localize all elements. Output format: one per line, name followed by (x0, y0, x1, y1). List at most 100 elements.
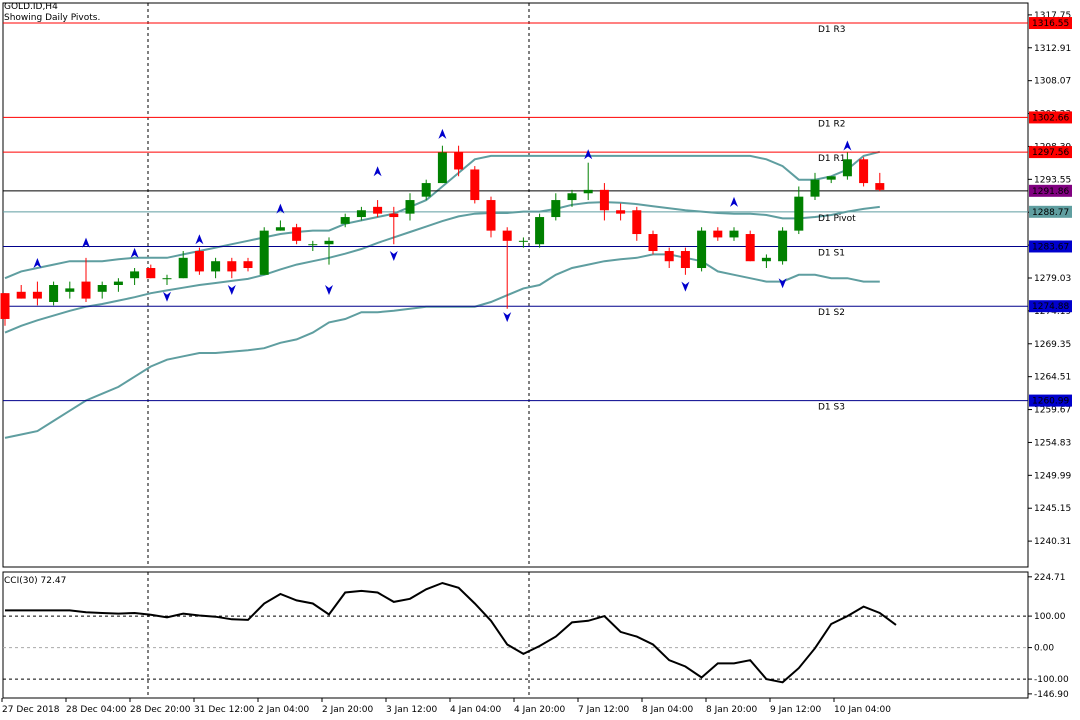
candle-body (551, 200, 561, 218)
time-tick-label: 7 Jan 12:00 (578, 705, 630, 715)
candle-body (875, 183, 885, 190)
time-tick-label: 2 Jan 04:00 (258, 705, 310, 715)
candle-body (356, 210, 366, 218)
price-tick-label: 1254.83 (1034, 438, 1071, 448)
time-tick-label: 8 Jan 20:00 (706, 705, 758, 715)
time-axis: 27 Dec 2018 28 Dec 04:00 28 Dec 20:00 31 De… (1, 698, 891, 715)
candle-body (389, 213, 399, 218)
candle-body (680, 251, 690, 269)
pivot-label: D1 S3 (818, 403, 845, 413)
candle-body (859, 159, 869, 184)
time-tick-label: 4 Jan 04:00 (450, 705, 502, 715)
time-tick-label: 9 Jan 12:00 (770, 705, 822, 715)
candle-body (761, 257, 771, 262)
cci-tick-label: 0.00 (1034, 644, 1054, 654)
cci-tick-label: 224.71 (1034, 573, 1066, 583)
chart-symbol-title: GOLD.ID,H4 (4, 2, 58, 12)
candle-body (567, 193, 577, 201)
candle-body (826, 176, 836, 180)
candle-body (421, 183, 431, 197)
time-tick-label: 8 Jan 04:00 (642, 705, 694, 715)
fractal-down-icon (325, 285, 333, 295)
candle-body (664, 251, 674, 262)
price-tick-label: 1259.67 (1034, 406, 1071, 416)
fractal-down-icon (778, 278, 787, 289)
candle-body (178, 257, 188, 279)
cci-tick-label: 100.00 (1034, 612, 1066, 622)
candle-body (518, 240, 528, 242)
time-tick-label: 27 Dec 2018 (2, 705, 60, 715)
pivot-price-tag (1029, 146, 1072, 159)
pivot-price-tag (1029, 300, 1072, 313)
candle-body (292, 227, 302, 241)
cci-line (5, 581, 897, 684)
pivot-price-tag-label: 1316.55 (1032, 19, 1069, 29)
fractal-up-icon (276, 203, 285, 214)
candle-body (632, 210, 642, 235)
fractal-down-icon (227, 285, 236, 295)
chart-frame (2, 2, 1029, 699)
cci-tick-label: -146.90 (1034, 690, 1069, 700)
candle-body (0, 293, 10, 319)
candle-body (729, 230, 739, 238)
candlesticks (0, 145, 885, 326)
pivot-lines: D1 R3 D1 R2 D1 R1 D1 Pivot D1 S1 D1 S2 D1 S3 (3, 22, 1028, 413)
price-tick-label: 1308.07 (1034, 77, 1071, 87)
time-tick-label: 2 Jan 20:00 (322, 705, 374, 715)
fractal-down-icon (681, 281, 690, 292)
candle-body (32, 291, 42, 299)
cci-pane-border (2, 571, 1029, 699)
fractal-up-icon (33, 258, 42, 269)
candle-body (454, 152, 464, 170)
pivot-label: D1 R1 (818, 154, 846, 164)
fractal-down-icon (389, 251, 398, 262)
price-tick-label: 1317.75 (1034, 11, 1071, 21)
fractal-up-icon (730, 196, 738, 207)
candle-body (794, 196, 804, 231)
candle-body (373, 206, 383, 214)
fractal-up-icon (130, 247, 139, 258)
candle-body (648, 234, 658, 252)
candle-body (65, 288, 75, 292)
cci-tick-label: -100.00 (1034, 675, 1069, 685)
pivot-price-tag-label: 1260.99 (1032, 397, 1069, 407)
candle-body (697, 230, 707, 269)
pivot-price-tag (1029, 394, 1072, 407)
price-tick-label: 1279.03 (1034, 274, 1071, 284)
price-tick-label: 1312.91 (1034, 44, 1071, 54)
price-axis: 1317.751312.911308.071303.231298.391293.… (1028, 11, 1071, 547)
pivot-price-tag (1029, 17, 1072, 30)
fractal-down-icon (503, 312, 512, 323)
candle-body (810, 179, 820, 197)
pivot-price-tag-label: 1297.56 (1032, 148, 1069, 158)
candle-body (259, 230, 269, 275)
candle-body (842, 159, 852, 177)
candle-body (713, 230, 723, 238)
pivot-label: D1 S1 (818, 248, 845, 258)
fractal-down-icon (163, 291, 171, 302)
candle-body (130, 271, 140, 279)
pivot-price-tag-label: 1274.88 (1032, 302, 1069, 312)
time-tick-label: 4 Jan 20:00 (514, 705, 566, 715)
candle-body (502, 230, 512, 241)
current-price-tag-label: 1291.86 (1032, 187, 1069, 197)
price-tick-label: 1269.35 (1034, 340, 1071, 350)
cci-title: CCI(30) 72.47 (4, 576, 67, 586)
candle-body (97, 285, 107, 292)
bollinger-middle (4, 201, 880, 334)
candle-body (616, 210, 626, 214)
fractal-up-icon (438, 128, 447, 139)
candle-body (81, 281, 91, 299)
candle-body (324, 240, 334, 245)
pivot-label: D1 R3 (818, 25, 846, 35)
candle-body (275, 227, 285, 231)
candle-body (146, 268, 156, 279)
candle-body (583, 189, 593, 194)
time-tick-label: 3 Jan 12:00 (386, 705, 438, 715)
pivot-label: D1 S2 (818, 308, 845, 318)
pivot-label: D1 R2 (818, 119, 846, 129)
cci-pane: 224.71 100.00 0.00 -100.00 -146.90 (3, 573, 1069, 700)
time-tick-label: 28 Dec 20:00 (130, 705, 191, 715)
fractal-up-icon (373, 166, 382, 177)
price-tick-label: 1264.51 (1034, 373, 1071, 383)
